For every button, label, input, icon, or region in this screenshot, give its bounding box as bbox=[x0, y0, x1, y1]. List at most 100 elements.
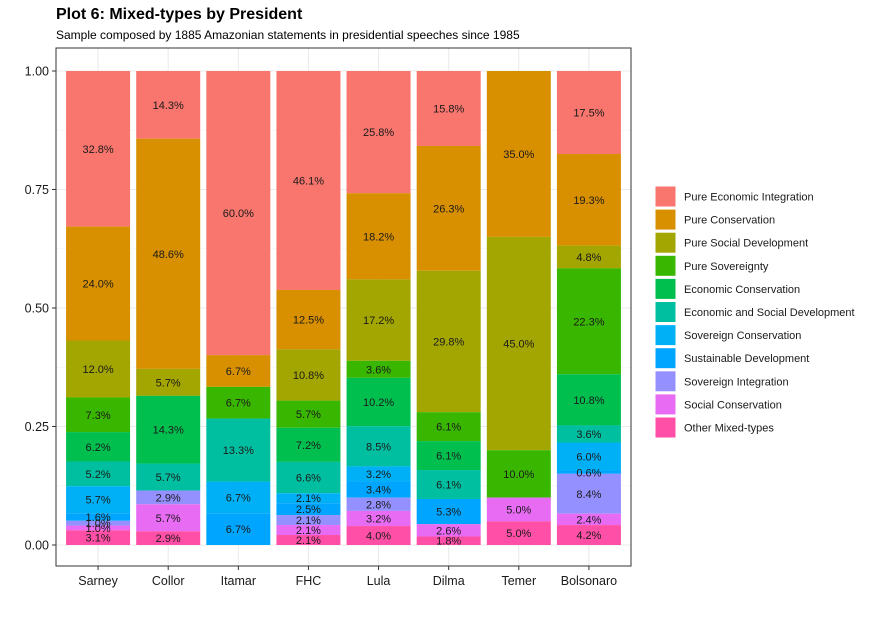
legend-item: Sovereign Integration bbox=[654, 370, 789, 393]
bar-segment bbox=[276, 515, 341, 526]
bar-segment-label: 7.2% bbox=[296, 440, 321, 452]
bar-segment bbox=[416, 412, 481, 442]
bar-segment bbox=[556, 374, 621, 426]
bar-segment bbox=[66, 397, 131, 433]
bar-segment-label: 1.6% bbox=[86, 512, 111, 524]
legend-label: Economic Conservation bbox=[684, 284, 800, 296]
bar-segment bbox=[66, 432, 131, 462]
legend-label: Pure Conservation bbox=[684, 215, 775, 227]
legend-label: Sustainable Development bbox=[684, 353, 809, 365]
legend-key bbox=[654, 277, 677, 300]
bar-stack-collor: 14.3% 48.6% 5.7% 14.3% 5.7% 2.9% 5.7% 2.9% bbox=[136, 71, 201, 545]
bar-segment-label: 3.1% bbox=[86, 533, 111, 545]
legend-item: Economic Conservation bbox=[654, 277, 800, 300]
bar-segment-label: 3.4% bbox=[366, 485, 391, 497]
legend-item: Social Conservation bbox=[654, 393, 782, 416]
legend-key bbox=[654, 347, 677, 370]
bar-segment bbox=[486, 521, 551, 545]
bar-segment bbox=[416, 498, 481, 525]
bar-segment bbox=[556, 268, 621, 375]
bar-segment-label: 5.0% bbox=[506, 528, 531, 540]
bar-segment-label: 2.4% bbox=[576, 514, 601, 526]
bar-segment-label: 2.5% bbox=[296, 504, 321, 516]
bar-segment-label: 2.9% bbox=[156, 533, 181, 545]
x-axis: Sarney Collor Itamar FHC Lula Dilma Temer Bolso… bbox=[78, 566, 617, 588]
bar-segment bbox=[66, 513, 131, 521]
bar-segment-label: 12.0% bbox=[82, 364, 113, 376]
bar-stack-temer: 35.0% 45.0% 10.0% 5.0% 5.0% bbox=[486, 71, 551, 545]
bar-segment bbox=[276, 503, 341, 516]
bar-segment-label: 4.2% bbox=[576, 530, 601, 542]
bar-segment bbox=[276, 289, 341, 350]
bar-segment-label: 10.8% bbox=[573, 395, 604, 407]
bar-segment-label: 18.2% bbox=[363, 231, 394, 243]
bar-segment bbox=[556, 513, 621, 526]
bar-segment bbox=[136, 463, 201, 491]
bar-segment bbox=[136, 490, 201, 505]
bar-segment-label: 14.3% bbox=[153, 100, 184, 112]
bar-segment-label: 5.3% bbox=[436, 507, 461, 519]
legend-key bbox=[654, 208, 677, 231]
bar-segment bbox=[556, 425, 621, 443]
legend-item: Other Mixed-types bbox=[654, 416, 774, 439]
bar-segment-label: 17.5% bbox=[573, 108, 604, 120]
bar-segment bbox=[206, 418, 271, 482]
bar-segment-label: 48.6% bbox=[153, 249, 184, 261]
bar-segment bbox=[486, 450, 551, 498]
bar-segment bbox=[206, 481, 271, 514]
bar-segment bbox=[556, 245, 621, 269]
bar-segment-label: 6.1% bbox=[436, 451, 461, 463]
bar-segment-label: 12.5% bbox=[293, 315, 324, 327]
y-tick-label: 0.50 bbox=[25, 302, 49, 316]
bar-segment-label: 35.0% bbox=[503, 149, 534, 161]
legend-key bbox=[654, 416, 677, 439]
bar-segment-label: 17.2% bbox=[363, 315, 394, 327]
bar-segment bbox=[416, 470, 481, 499]
bar-segment-label: 1.8% bbox=[436, 536, 461, 548]
bar-segment bbox=[66, 525, 131, 531]
bar-segment-label: 6.2% bbox=[86, 442, 111, 454]
legend-item: Pure Social Development bbox=[654, 231, 808, 254]
bar-segment bbox=[136, 395, 201, 464]
legend-label: Other Mixed-types bbox=[684, 423, 774, 435]
bar-segment-label: 6.7% bbox=[226, 492, 251, 504]
bar-segment bbox=[206, 71, 271, 356]
y-tick-label: 0.25 bbox=[25, 420, 49, 434]
legend-key bbox=[654, 370, 677, 393]
bar-segment-label: 2.1% bbox=[296, 535, 321, 547]
bar-segment bbox=[486, 236, 551, 451]
bar-stack-itamar: 60.0% 6.7% 6.7% 13.3% 6.7% 6.7% bbox=[206, 71, 271, 545]
bar-segment bbox=[276, 349, 341, 401]
bar-segment bbox=[206, 386, 271, 419]
legend-key bbox=[654, 324, 677, 347]
bar-segment-label: 5.2% bbox=[86, 469, 111, 481]
bar-segment-label: 2.6% bbox=[436, 525, 461, 537]
bar-segment bbox=[346, 510, 411, 527]
legend-item: Pure Conservation bbox=[654, 208, 775, 231]
bar-segment bbox=[66, 461, 131, 487]
plot-panel: 32.8%24.0%12.0%7.3%6.2%5.2%5.7%1.6%1.0%1… bbox=[25, 47, 632, 588]
chart-title: Plot 6: Mixed-types by President bbox=[56, 6, 303, 23]
x-tick-label: Itamar bbox=[221, 574, 256, 588]
bar-segment bbox=[66, 340, 131, 398]
chart-subtitle: Sample composed by 1885 Amazonian statem… bbox=[56, 28, 520, 42]
bar-segment-label: 4.0% bbox=[366, 531, 391, 543]
bar-segment-label: 5.0% bbox=[506, 504, 531, 516]
bar-segment-label: 6.7% bbox=[226, 398, 251, 410]
bar-segment-label: 7.3% bbox=[86, 410, 111, 422]
panel-border bbox=[55, 47, 632, 567]
bar-segment-label: 24.0% bbox=[82, 279, 113, 291]
bar-segment-label: 3.2% bbox=[366, 513, 391, 525]
bar-segment bbox=[136, 368, 201, 396]
bar-segment bbox=[556, 473, 621, 514]
bar-segment bbox=[206, 513, 271, 545]
bar-segment bbox=[136, 504, 201, 532]
bar-segment bbox=[346, 377, 411, 427]
y-tick-label: 0.00 bbox=[25, 539, 49, 553]
bar-segment bbox=[556, 71, 621, 155]
bar-segment-label: 2.1% bbox=[296, 493, 321, 505]
bar-segment-label: 4.8% bbox=[576, 252, 601, 264]
bar-segment-label: 2.9% bbox=[156, 492, 181, 504]
legend-label: Pure Social Development bbox=[684, 238, 808, 250]
bar-segment bbox=[486, 71, 551, 237]
